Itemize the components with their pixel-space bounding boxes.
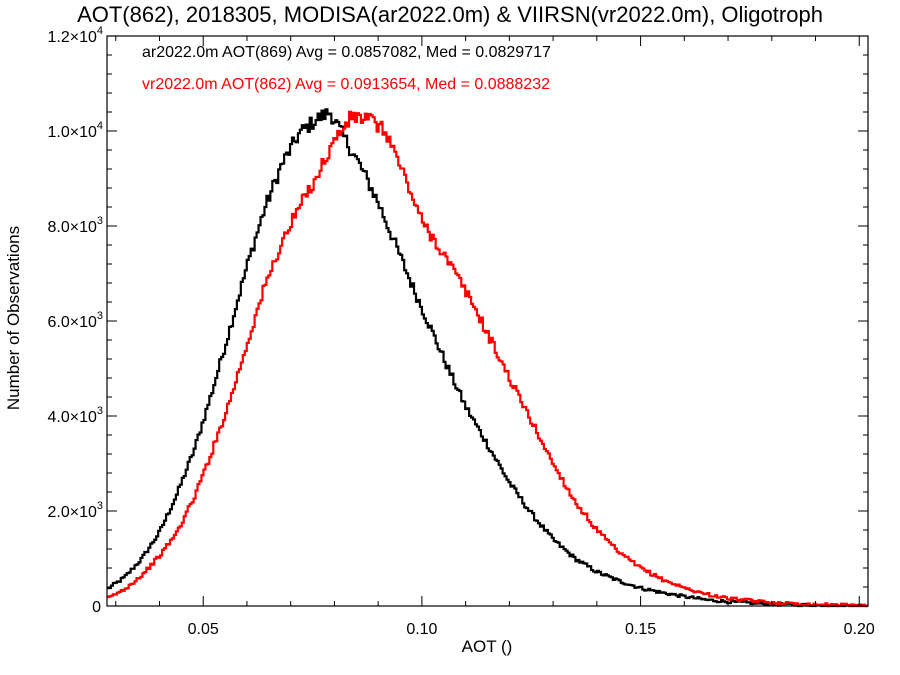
legend-entry-ar2022: ar2022.0m AOT(869) Avg = 0.0857082, Med … <box>142 44 551 61</box>
x-tick-label: 0.15 <box>625 621 656 638</box>
y-tick-label: 4.0×103 <box>47 405 103 426</box>
y-tick-label: 8.0×103 <box>47 215 103 236</box>
y-tick-label: 6.0×103 <box>47 310 103 331</box>
y-tick-label: 0 <box>92 599 101 616</box>
legend-entry-vr2022: vr2022.0m AOT(862) Avg = 0.0913654, Med … <box>142 76 550 93</box>
x-axis-label: AOT () <box>461 637 513 656</box>
series-line-1 <box>107 110 868 608</box>
plot-frame <box>106 35 869 607</box>
series-layer <box>107 108 868 608</box>
y-tick-label: 1.2×104 <box>47 25 103 46</box>
y-tick-label: 1.0×104 <box>47 120 103 141</box>
axis-ticks <box>107 35 868 607</box>
y-axis-label: Number of Observations <box>4 225 23 411</box>
chart-title: AOT(862), 2018305, MODISA(ar2022.0m) & V… <box>77 2 823 27</box>
tick-labels: 0.05 0.10 0.15 0.20 0 2.0×103 4.0×103 6.0×103 8.… <box>47 25 874 638</box>
x-tick-label: 0.10 <box>406 621 437 638</box>
x-tick-label: 0.05 <box>188 621 219 638</box>
y-tick-label: 2.0×103 <box>47 500 103 521</box>
x-tick-label: 0.20 <box>844 621 875 638</box>
series-line-0 <box>107 108 868 608</box>
